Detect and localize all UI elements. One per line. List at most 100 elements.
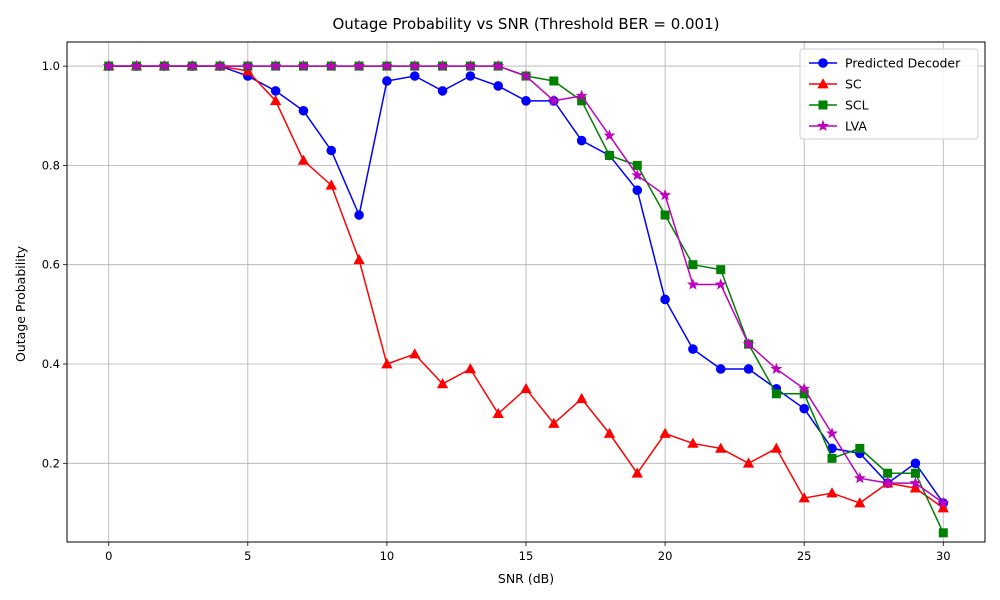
data-point [743, 364, 754, 374]
x-tick-label: 10 [380, 549, 395, 563]
data-point [437, 86, 448, 96]
data-point [241, 59, 254, 72]
data-point [102, 59, 115, 72]
data-point [909, 476, 922, 489]
data-point [910, 458, 921, 469]
data-point [269, 59, 282, 72]
legend-marker [818, 100, 828, 110]
data-point [575, 89, 588, 101]
data-point [660, 210, 670, 220]
x-tick-label: 30 [936, 549, 951, 563]
legend-marker [817, 119, 829, 132]
data-point [464, 363, 477, 374]
data-point [269, 95, 282, 106]
data-point [549, 76, 559, 86]
data-point [854, 497, 866, 508]
data-point [575, 392, 588, 404]
data-point [130, 59, 143, 72]
data-point [382, 76, 392, 86]
data-point [520, 382, 532, 394]
data-point [910, 468, 920, 478]
data-point [492, 407, 504, 418]
data-point [270, 86, 281, 96]
legend: Predicted Decoder SC SCL LVA [799, 48, 979, 140]
data-point [771, 389, 781, 399]
data-point [799, 403, 809, 414]
data-point [603, 427, 616, 438]
data-point [297, 154, 310, 165]
data-point [214, 59, 226, 72]
data-point [659, 188, 672, 201]
x-tick-label: 15 [519, 549, 534, 563]
data-point [938, 528, 948, 538]
data-point [548, 417, 560, 428]
legend-box [799, 48, 979, 140]
legend-label: LVA [845, 119, 867, 134]
data-point [186, 59, 199, 72]
legend-item: LVA [809, 119, 867, 134]
data-point [688, 344, 698, 354]
data-point [632, 185, 643, 196]
legend-item: SC [809, 77, 862, 92]
data-point [547, 94, 560, 106]
data-point [464, 59, 477, 72]
data-point [770, 442, 783, 453]
legend-marker [817, 78, 829, 89]
data-point [521, 96, 531, 106]
x-tick-label: 5 [244, 549, 251, 563]
data-point [853, 471, 866, 484]
data-point [381, 358, 393, 369]
data-point [353, 253, 365, 265]
data-point [576, 135, 587, 146]
data-point [353, 59, 366, 72]
axis-ticks: 0 5 10 15 20 25 30 0.2 0.4 0.6 0.8 1.0 [42, 59, 951, 563]
x-tick-label: 20 [658, 549, 673, 563]
y-axis-label: Outage Probability [13, 245, 28, 362]
data-point [826, 487, 838, 498]
data-point [937, 496, 950, 509]
data-point [827, 453, 837, 463]
data-point [688, 260, 698, 270]
data-point [687, 437, 699, 448]
data-point [436, 378, 449, 389]
data-point [715, 364, 726, 374]
data-point [659, 427, 671, 438]
y-tick-label: 0.2 [42, 456, 60, 470]
y-tick-label: 0.8 [42, 158, 60, 172]
data-point [326, 145, 337, 156]
data-point [632, 160, 642, 170]
data-point [716, 265, 726, 275]
data-point [325, 179, 337, 190]
series-lva [102, 59, 950, 509]
legend-label: Predicted Decoder [845, 56, 961, 71]
data-point [881, 476, 894, 489]
data-point [325, 59, 338, 72]
data-point [714, 278, 727, 290]
data-point [520, 69, 532, 82]
data-point [492, 59, 505, 72]
data-point [826, 427, 838, 439]
legend-item: Predicted Decoder [809, 56, 961, 71]
data-point [798, 492, 810, 503]
data-point [465, 71, 476, 81]
y-tick-label: 0.4 [42, 357, 60, 371]
data-point [604, 150, 614, 160]
legend-label: SCL [845, 98, 869, 113]
data-point [798, 382, 811, 394]
data-point [158, 59, 171, 72]
x-tick-label: 25 [797, 549, 812, 563]
y-tick-label: 1.0 [42, 59, 60, 73]
data-point [409, 348, 421, 359]
x-tick-label: 0 [105, 549, 112, 563]
data-point [909, 482, 922, 493]
legend-item: SCL [809, 98, 869, 113]
y-tick-label: 0.6 [42, 258, 60, 272]
data-point [298, 105, 309, 116]
data-point [631, 169, 644, 181]
data-point [770, 362, 783, 375]
data-point [855, 443, 865, 453]
data-point [409, 71, 420, 81]
data-point [380, 59, 393, 72]
data-point [883, 468, 893, 478]
